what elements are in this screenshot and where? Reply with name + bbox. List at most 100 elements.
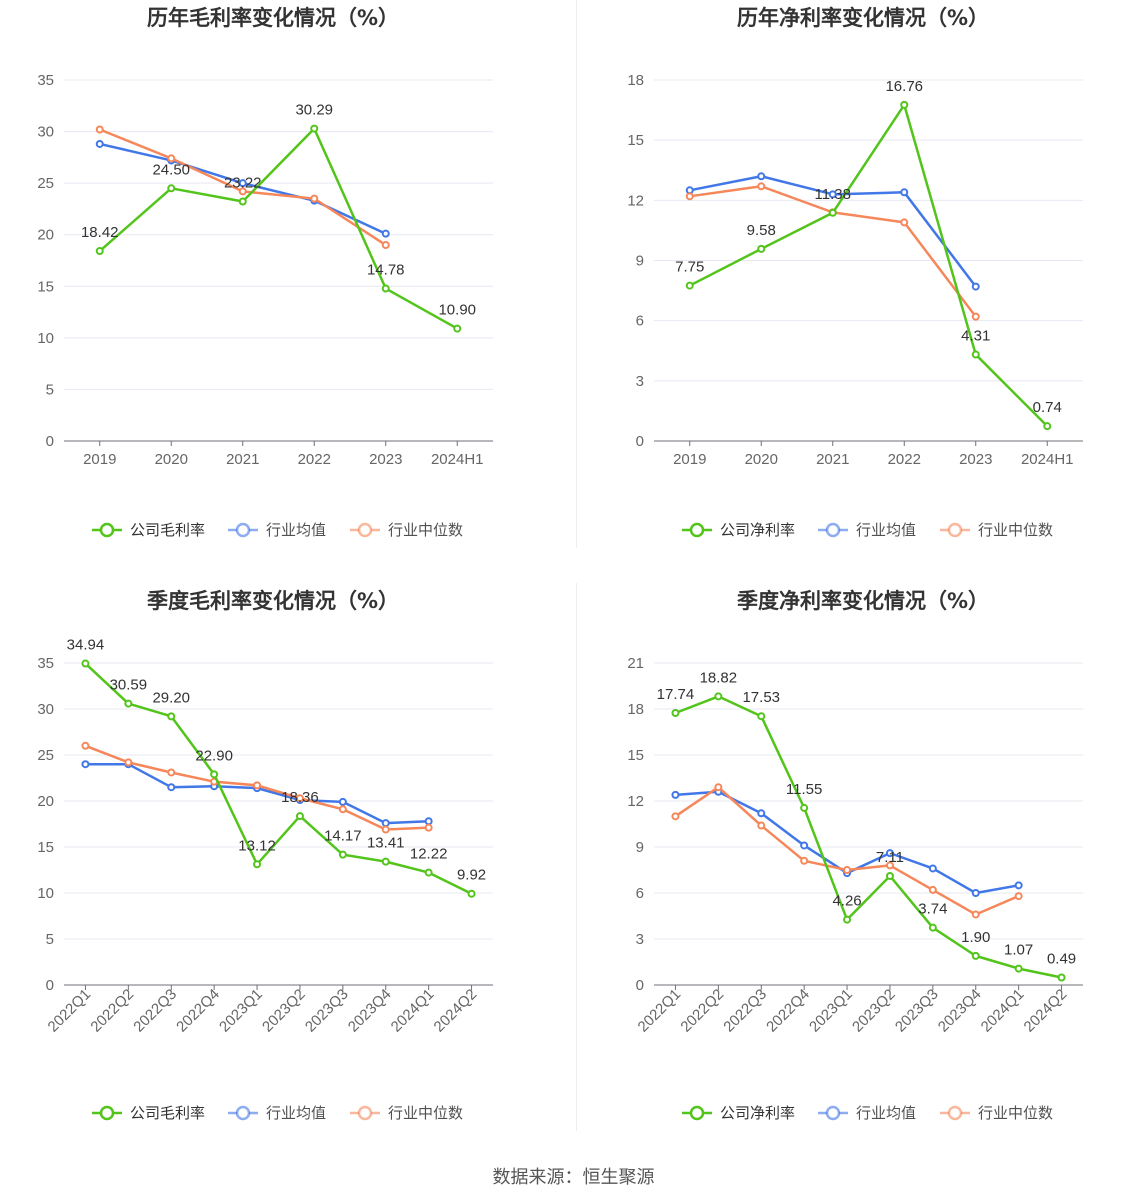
data-point-company[interactable] (1057, 973, 1066, 982)
data-point-median[interactable] (253, 781, 262, 790)
legend-item-avg[interactable]: 行业均值 (818, 521, 916, 539)
data-point-avg[interactable] (800, 841, 809, 850)
data-point-company[interactable] (671, 708, 680, 717)
data-point-company[interactable] (295, 812, 304, 821)
data-point-company[interactable] (843, 915, 852, 924)
data-point-median[interactable] (167, 768, 176, 777)
data-point-avg[interactable] (95, 139, 104, 148)
series-line-company (98, 127, 458, 330)
data-point-company[interactable] (424, 868, 433, 877)
data-point-median[interactable] (167, 154, 176, 163)
data-point-company[interactable] (310, 124, 319, 133)
data-point-avg[interactable] (1014, 881, 1023, 890)
data-point-company[interactable] (1014, 964, 1023, 973)
data-point-median[interactable] (800, 856, 809, 865)
x-tick-label: 2021 (226, 451, 259, 468)
data-point-median[interactable] (885, 861, 894, 870)
data-point-company[interactable] (238, 197, 247, 206)
data-point-avg[interactable] (757, 172, 766, 181)
data-point-median[interactable] (95, 125, 104, 134)
y-tick-label: 0 (46, 433, 54, 450)
legend-item-company[interactable]: 公司净利率 (682, 1104, 795, 1122)
data-point-company[interactable] (971, 951, 980, 960)
data-point-company[interactable] (95, 247, 104, 256)
legend-item-median[interactable]: 行业中位数 (350, 521, 463, 539)
data-point-company[interactable] (381, 284, 390, 293)
data-point-company[interactable] (685, 281, 694, 290)
data-point-company[interactable] (714, 692, 723, 701)
data-point-median[interactable] (381, 241, 390, 250)
data-point-avg[interactable] (671, 790, 680, 799)
data-point-avg[interactable] (381, 229, 390, 238)
data-point-median[interactable] (381, 825, 390, 834)
data-point-median[interactable] (338, 805, 347, 814)
data-point-avg[interactable] (885, 849, 894, 858)
data-point-company[interactable] (338, 850, 347, 859)
data-point-median[interactable] (124, 758, 133, 767)
data-point-median[interactable] (424, 823, 433, 832)
data-point-company[interactable] (167, 184, 176, 193)
data-point-company[interactable] (757, 712, 766, 721)
panel-divider-top (576, 0, 577, 548)
data-point-avg[interactable] (971, 282, 980, 291)
data-point-company[interactable] (253, 860, 262, 869)
data-point-company[interactable] (800, 803, 809, 812)
data-point-median[interactable] (295, 794, 304, 803)
data-point-company[interactable] (210, 770, 219, 779)
data-point-company[interactable] (1043, 422, 1052, 431)
data-point-company[interactable] (381, 857, 390, 866)
data-point-avg[interactable] (381, 819, 390, 828)
data-point-company[interactable] (467, 889, 476, 898)
data-point-median[interactable] (757, 821, 766, 830)
data-point-avg[interactable] (167, 783, 176, 792)
data-point-avg[interactable] (900, 188, 909, 197)
legend-item-company[interactable]: 公司净利率 (682, 521, 795, 539)
data-point-company[interactable] (757, 244, 766, 253)
data-point-avg[interactable] (757, 809, 766, 818)
data-point-avg[interactable] (928, 864, 937, 873)
data-label: 14.17 (324, 828, 362, 845)
data-point-company[interactable] (900, 100, 909, 109)
data-point-avg[interactable] (971, 889, 980, 897)
legend-item-avg[interactable]: 行业均值 (228, 1104, 326, 1122)
data-point-median[interactable] (1014, 892, 1023, 901)
data-point-company[interactable] (885, 871, 894, 880)
legend-item-median[interactable]: 行业中位数 (940, 1104, 1053, 1122)
data-point-median[interactable] (971, 312, 980, 321)
legend-item-median[interactable]: 行业中位数 (940, 521, 1053, 539)
data-point-median[interactable] (971, 910, 980, 919)
data-point-company[interactable] (971, 350, 980, 359)
data-point-median[interactable] (81, 741, 90, 750)
data-point-company[interactable] (928, 923, 937, 932)
legend-item-company[interactable]: 公司毛利率 (92, 521, 205, 539)
data-point-median[interactable] (714, 783, 723, 792)
legend-label: 行业均值 (856, 1104, 916, 1122)
data-point-median[interactable] (671, 812, 680, 821)
data-point-avg[interactable] (238, 179, 247, 188)
legend-item-avg[interactable]: 行业均值 (228, 521, 326, 539)
data-point-median[interactable] (843, 866, 852, 874)
data-point-company[interactable] (167, 712, 176, 721)
legend-item-avg[interactable]: 行业均值 (818, 1104, 916, 1122)
data-point-median[interactable] (310, 194, 319, 203)
data-point-median[interactable] (238, 187, 247, 196)
data-point-avg[interactable] (81, 760, 90, 769)
legend-item-company[interactable]: 公司毛利率 (92, 1104, 205, 1122)
x-tick-label: 2023Q2 (259, 986, 309, 1036)
data-point-avg[interactable] (828, 190, 837, 199)
data-point-company[interactable] (124, 699, 133, 708)
data-point-company[interactable] (453, 324, 462, 333)
data-point-median[interactable] (928, 885, 937, 894)
legend-marker (99, 1105, 115, 1121)
data-point-median[interactable] (685, 192, 694, 201)
data-point-company[interactable] (828, 208, 837, 217)
data-point-avg[interactable] (424, 817, 433, 826)
chart-svg: 季度净利率变化情况（%）0369121518212022Q12022Q22022… (627, 589, 1083, 1122)
data-label: 18.42 (81, 224, 119, 241)
data-point-avg[interactable] (338, 797, 347, 806)
legend-item-median[interactable]: 行业中位数 (350, 1104, 463, 1122)
data-point-median[interactable] (757, 182, 766, 191)
x-tick-label: 2022Q2 (87, 986, 137, 1036)
data-point-company[interactable] (81, 659, 90, 668)
data-point-median[interactable] (900, 218, 909, 227)
